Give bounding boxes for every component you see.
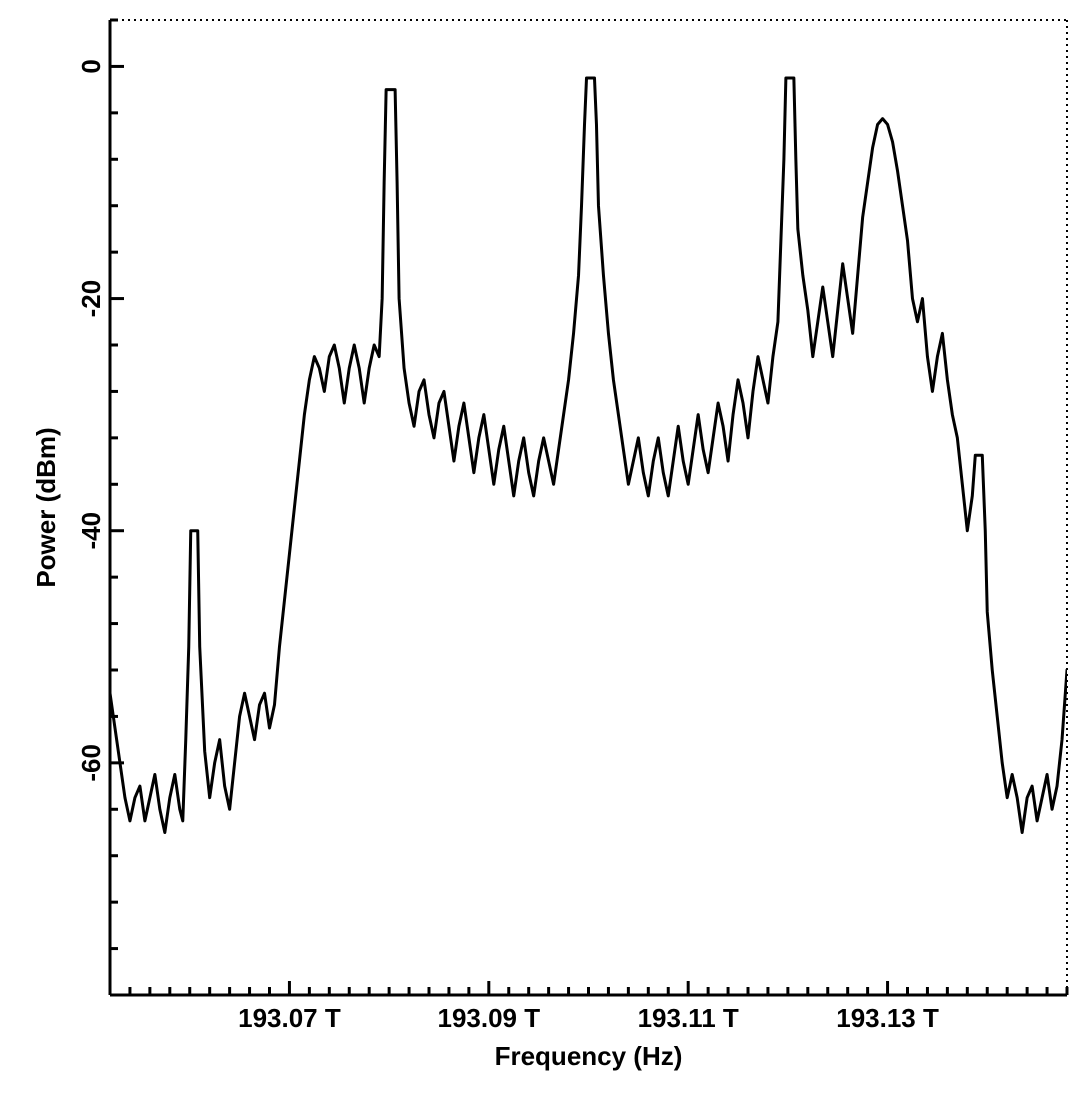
svg-text:193.09 T: 193.09 T xyxy=(437,1003,540,1033)
svg-text:193.13 T: 193.13 T xyxy=(836,1003,939,1033)
svg-text:-20: -20 xyxy=(76,280,106,318)
svg-text:Frequency (Hz): Frequency (Hz) xyxy=(495,1041,683,1071)
svg-text:193.07 T: 193.07 T xyxy=(238,1003,341,1033)
chart-canvas: -60 -40 -20 0 193.07 T 193.09 T 193.11 T 193.13… xyxy=(0,0,1080,1095)
svg-text:-40: -40 xyxy=(76,512,106,550)
svg-text:-60: -60 xyxy=(76,744,106,782)
spectrum-chart: -60 -40 -20 0 193.07 T 193.09 T 193.11 T 193.13… xyxy=(0,0,1080,1095)
svg-text:0: 0 xyxy=(76,59,106,73)
svg-text:Power (dBm): Power (dBm) xyxy=(31,427,61,587)
svg-text:193.11 T: 193.11 T xyxy=(638,1003,739,1033)
